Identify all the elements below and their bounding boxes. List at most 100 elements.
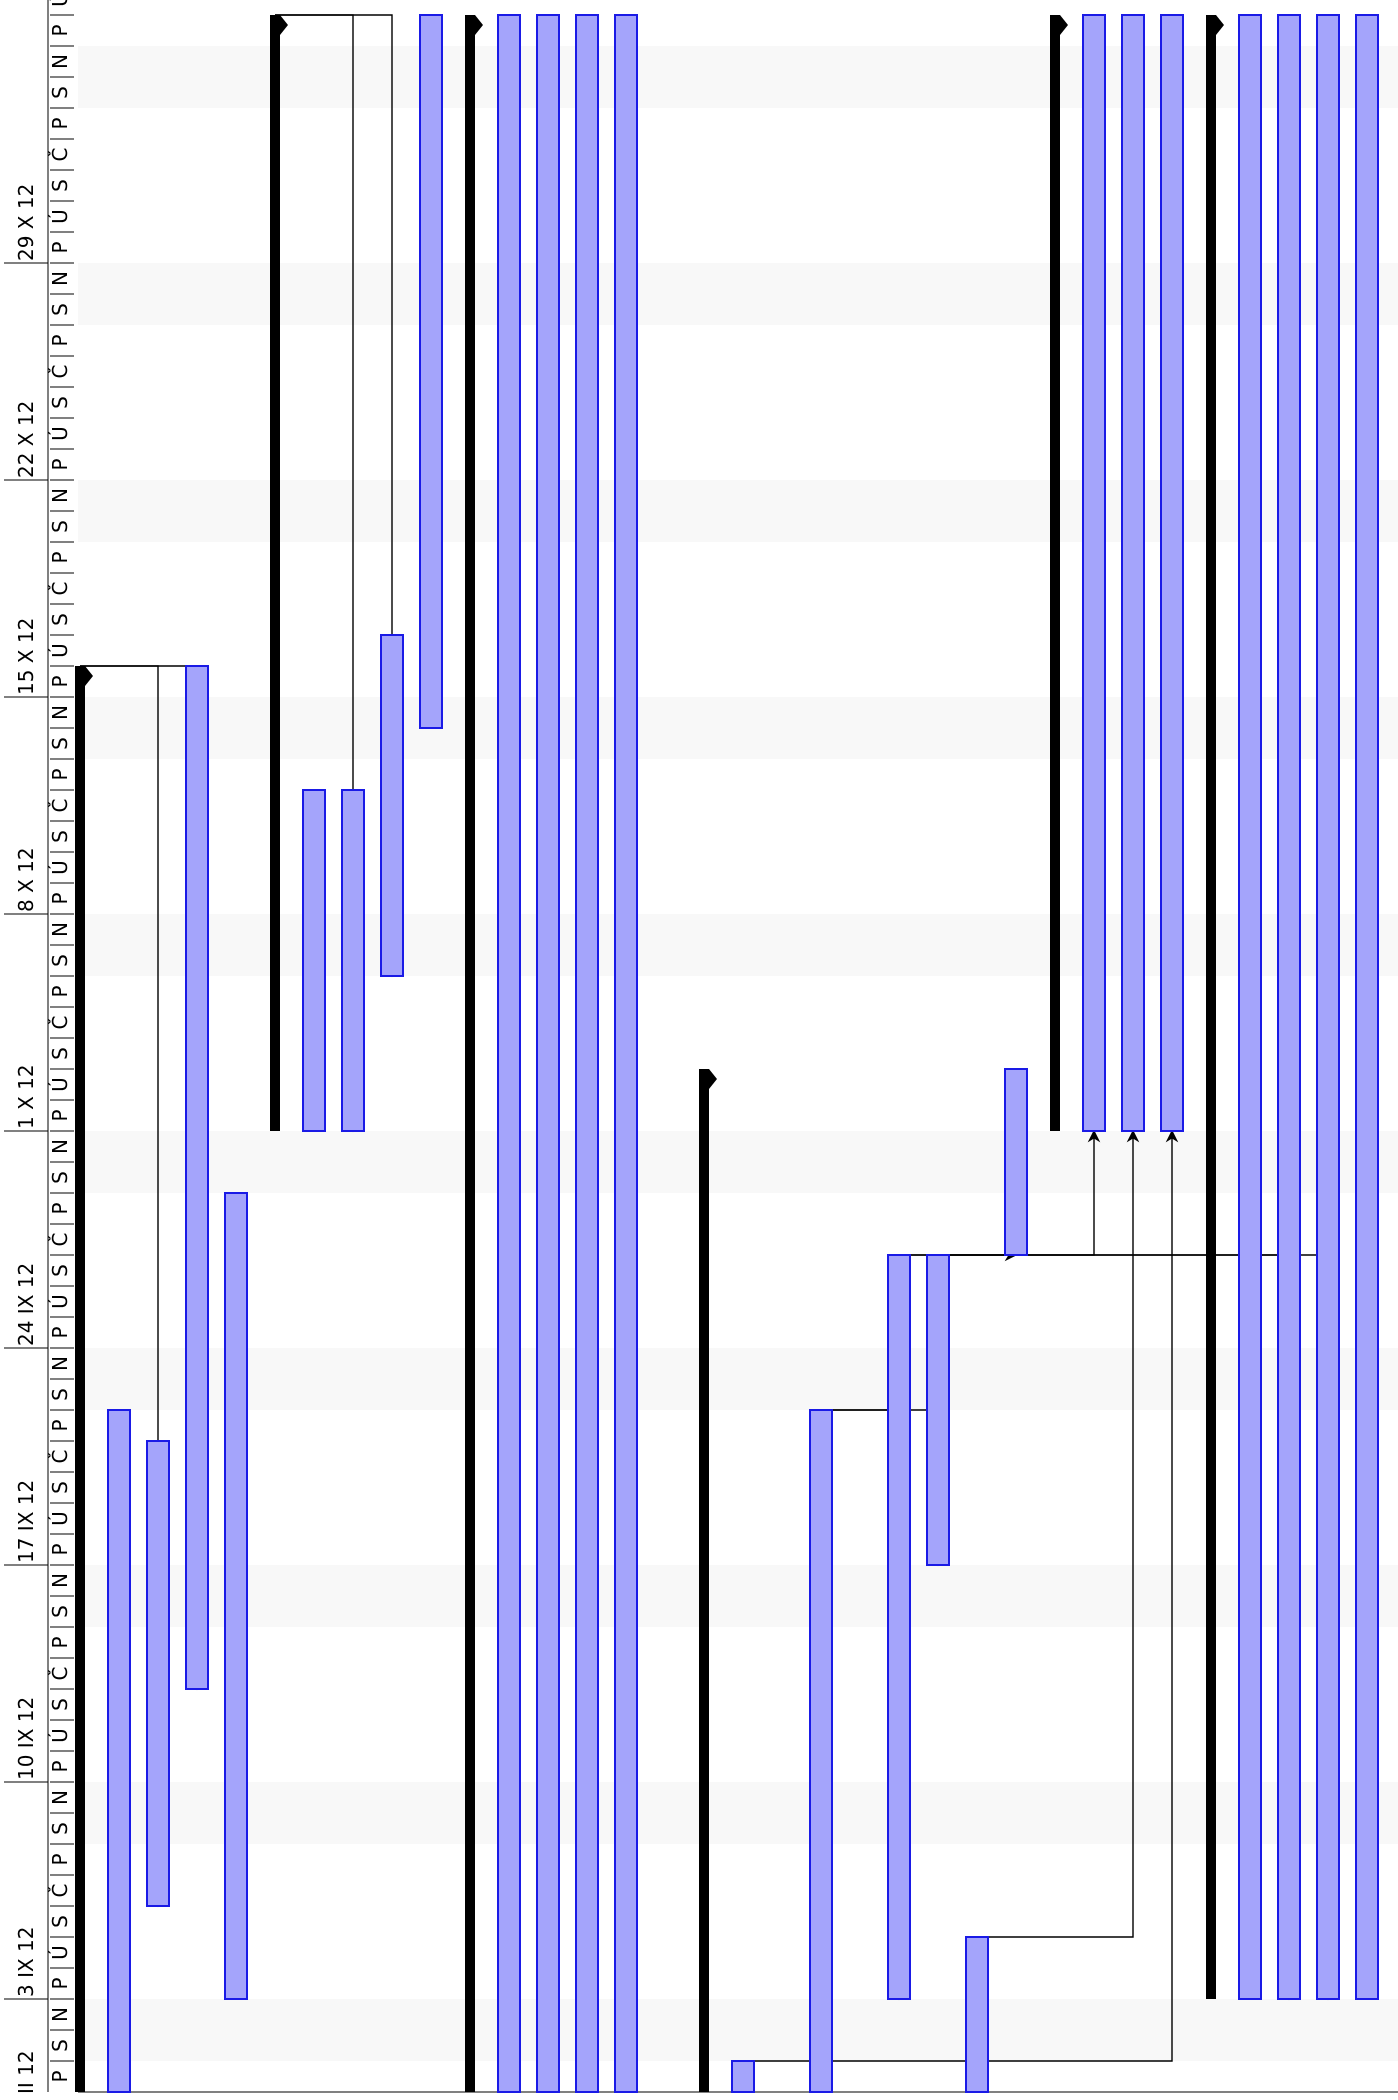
day-letter: Ú	[48, 1728, 72, 1743]
day-letter: Ú	[48, 643, 72, 658]
task-bar-T22	[1238, 14, 1262, 2000]
week-label-partial: II 12	[14, 2050, 38, 2094]
summary-bar-S1	[75, 666, 85, 2092]
day-letter: Č	[48, 582, 72, 596]
day-letter: N	[48, 922, 72, 937]
summary-cap-S5	[1050, 15, 1068, 35]
day-letter: S	[48, 613, 72, 626]
week-label: 10 IX 12	[14, 1697, 38, 1780]
day-letter: Č	[48, 365, 72, 379]
day-letter: Č	[48, 1450, 72, 1464]
summary-bar-S5	[1050, 15, 1060, 1131]
week-label: 8 X 12	[14, 847, 38, 912]
task-bar-T19	[1082, 14, 1106, 1132]
task-bar-T12	[614, 14, 638, 2093]
summary-bar-S4	[699, 1069, 709, 2092]
day-letter: P	[48, 1326, 72, 1338]
week-label: 3 IX 12	[14, 1927, 38, 1998]
day-letter: P	[48, 334, 72, 346]
day-letter: P	[48, 551, 72, 563]
day-letter: Č	[48, 799, 72, 813]
day-letter: Ú	[48, 0, 72, 7]
task-bar-T24	[1316, 14, 1340, 2000]
day-letter: N	[48, 1573, 72, 1588]
task-bar-T2	[146, 1440, 170, 1907]
summary-cap-S2	[270, 15, 288, 35]
task-bars	[75, 14, 1379, 2093]
day-letter: S	[48, 1481, 72, 1494]
day-letter: P	[48, 675, 72, 687]
task-bar-T8	[419, 14, 443, 729]
summary-cap-S4	[699, 1069, 717, 1089]
weekend-band	[78, 1813, 1398, 1844]
task-bar-T6	[341, 789, 365, 1132]
week-label: 22 X 12	[14, 401, 38, 478]
day-letter: P	[48, 1977, 72, 1989]
day-letter: P	[48, 985, 72, 997]
day-letter: P	[48, 1109, 72, 1121]
weekend-band	[78, 1596, 1398, 1627]
day-letter: P	[48, 241, 72, 253]
task-bar-T4	[224, 1192, 248, 2000]
day-letter: S	[48, 737, 72, 750]
day-letter: Ú	[48, 1077, 72, 1092]
task-bar-T9	[497, 14, 521, 2093]
day-letter: Č	[48, 1233, 72, 1247]
day-letter: N	[48, 1790, 72, 1805]
summary-bar-S3	[465, 15, 475, 2092]
day-letter: N	[48, 54, 72, 69]
weekend-band	[78, 1131, 1398, 1162]
weekend-band	[78, 1348, 1398, 1379]
day-letter: P	[48, 458, 72, 470]
day-letter: S	[48, 1698, 72, 1711]
day-letter: S	[48, 1047, 72, 1060]
day-letter: P	[48, 1636, 72, 1648]
day-letter: S	[48, 1822, 72, 1835]
weekend-band	[78, 1565, 1398, 1596]
week-label: 15 X 12	[14, 618, 38, 695]
day-letter: P	[48, 768, 72, 780]
summary-cap-S1	[75, 666, 93, 686]
task-bar-T20	[1121, 14, 1145, 1132]
dependency-link-7	[743, 1129, 1179, 2062]
day-letter: Č	[48, 1667, 72, 1681]
weekend-band	[78, 1162, 1398, 1193]
task-bar-T10	[536, 14, 560, 2093]
day-letter: S	[48, 2039, 72, 2052]
day-letter: P	[48, 1760, 72, 1772]
day-letter: Č	[48, 148, 72, 162]
task-bar-T3	[185, 665, 209, 1690]
day-letter: P	[48, 24, 72, 36]
summary-cap-S3	[465, 15, 483, 35]
task-bar-T16	[926, 1254, 950, 1566]
task-bar-T11	[575, 14, 599, 2093]
day-letter: Č	[48, 1884, 72, 1898]
task-bar-T13	[731, 2060, 755, 2093]
day-letter: S	[48, 830, 72, 843]
dependency-link-6	[977, 1129, 1140, 1938]
time-axis: P S N P Ú S Č P S N P Ú S Č P S N P Ú S Č P S N P Ú S Č P S N P Ú S Č P S N P Ú…	[4, 0, 1398, 2094]
day-letter: Ú	[48, 1945, 72, 1960]
day-letter: S	[48, 1605, 72, 1618]
task-bar-T23	[1277, 14, 1301, 2000]
day-letter: N	[48, 271, 72, 286]
day-letter: S	[48, 1915, 72, 1928]
task-bar-T1	[107, 1409, 131, 2093]
day-letter: N	[48, 1356, 72, 1371]
task-bar-T5	[302, 789, 326, 1132]
week-label: 24 IX 12	[14, 1263, 38, 1346]
weekend-band	[78, 1782, 1398, 1813]
week-label: 17 IX 12	[14, 1480, 38, 1563]
day-letter: P	[48, 1202, 72, 1214]
day-letter: S	[48, 303, 72, 316]
day-letter: P	[48, 1419, 72, 1431]
task-bar-T21	[1160, 14, 1184, 1132]
weekend-band	[78, 2030, 1398, 2061]
day-letter: P	[48, 2070, 72, 2082]
day-letter: P	[48, 117, 72, 129]
day-letter: N	[48, 488, 72, 503]
dependency-link-9	[821, 1409, 945, 1567]
day-letter: P	[48, 1853, 72, 1865]
day-letter: S	[48, 954, 72, 967]
